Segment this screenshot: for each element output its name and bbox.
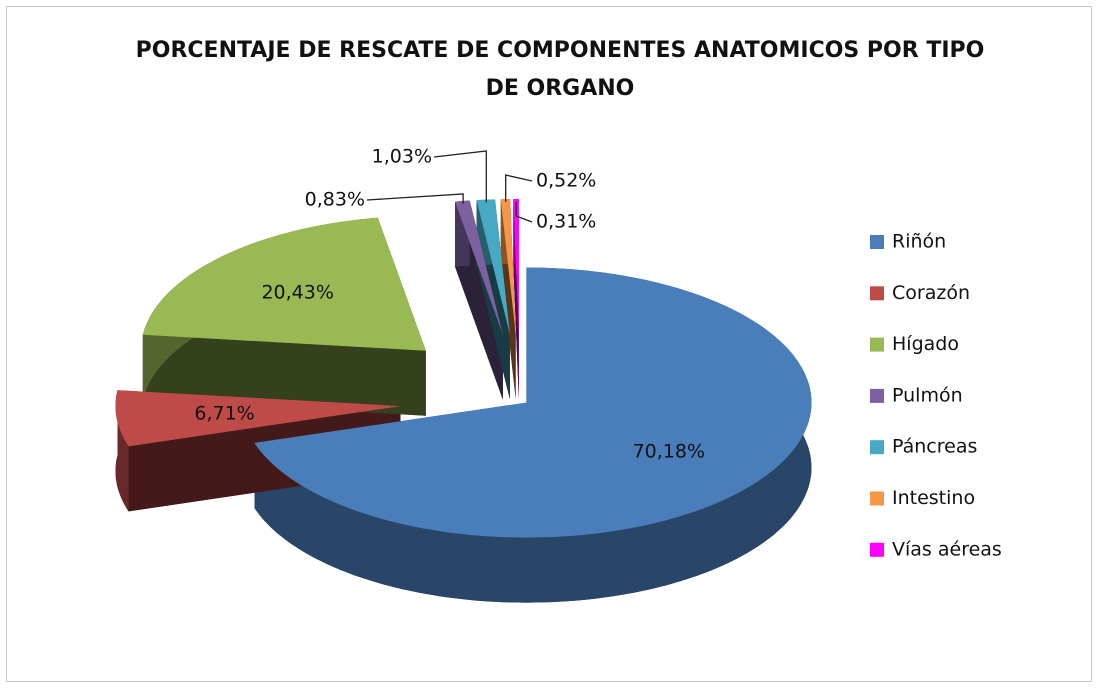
legend-label: Pulmón	[892, 384, 963, 406]
leader-line	[366, 193, 464, 204]
leader-line	[515, 201, 533, 223]
data-label: 20,43%	[261, 282, 333, 304]
legend-swatch	[870, 388, 884, 403]
legend-swatch	[870, 440, 884, 455]
pie-slice	[142, 217, 426, 351]
pie-slice	[500, 199, 516, 334]
legend-swatch	[870, 235, 884, 249]
data-label: 0,31%	[536, 211, 596, 233]
data-label: 1,03%	[372, 146, 432, 168]
legend-label: Riñón	[892, 231, 946, 253]
legend-label: Corazón	[892, 282, 970, 304]
legend-swatch	[870, 491, 884, 506]
pie-slice	[455, 200, 503, 335]
data-label: 70,18%	[633, 441, 705, 463]
legend-swatch	[870, 286, 884, 301]
data-label: 0,52%	[536, 170, 596, 192]
legend-label: Hígado	[892, 333, 959, 355]
pie-slice	[115, 390, 401, 447]
leader-line	[505, 174, 533, 202]
leader-line	[433, 150, 487, 203]
pie-slice	[513, 199, 519, 334]
pie-slice	[476, 199, 510, 335]
slice-wall	[115, 390, 129, 512]
legend-swatch	[870, 337, 884, 352]
pie-slice	[254, 267, 812, 538]
legend-swatch	[870, 542, 884, 557]
data-label: 0,83%	[305, 189, 365, 211]
slice-edge	[142, 334, 426, 416]
legend-label: Vías aéreas	[892, 538, 1002, 560]
legend-label: Páncreas	[892, 436, 977, 458]
chart-frame	[6, 6, 1092, 682]
chart-title: PORCENTAJE DE RESCATE DE COMPONENTES ANA…	[135, 38, 985, 101]
data-label: 6,71%	[194, 402, 254, 424]
legend-label: Intestino	[892, 487, 975, 509]
